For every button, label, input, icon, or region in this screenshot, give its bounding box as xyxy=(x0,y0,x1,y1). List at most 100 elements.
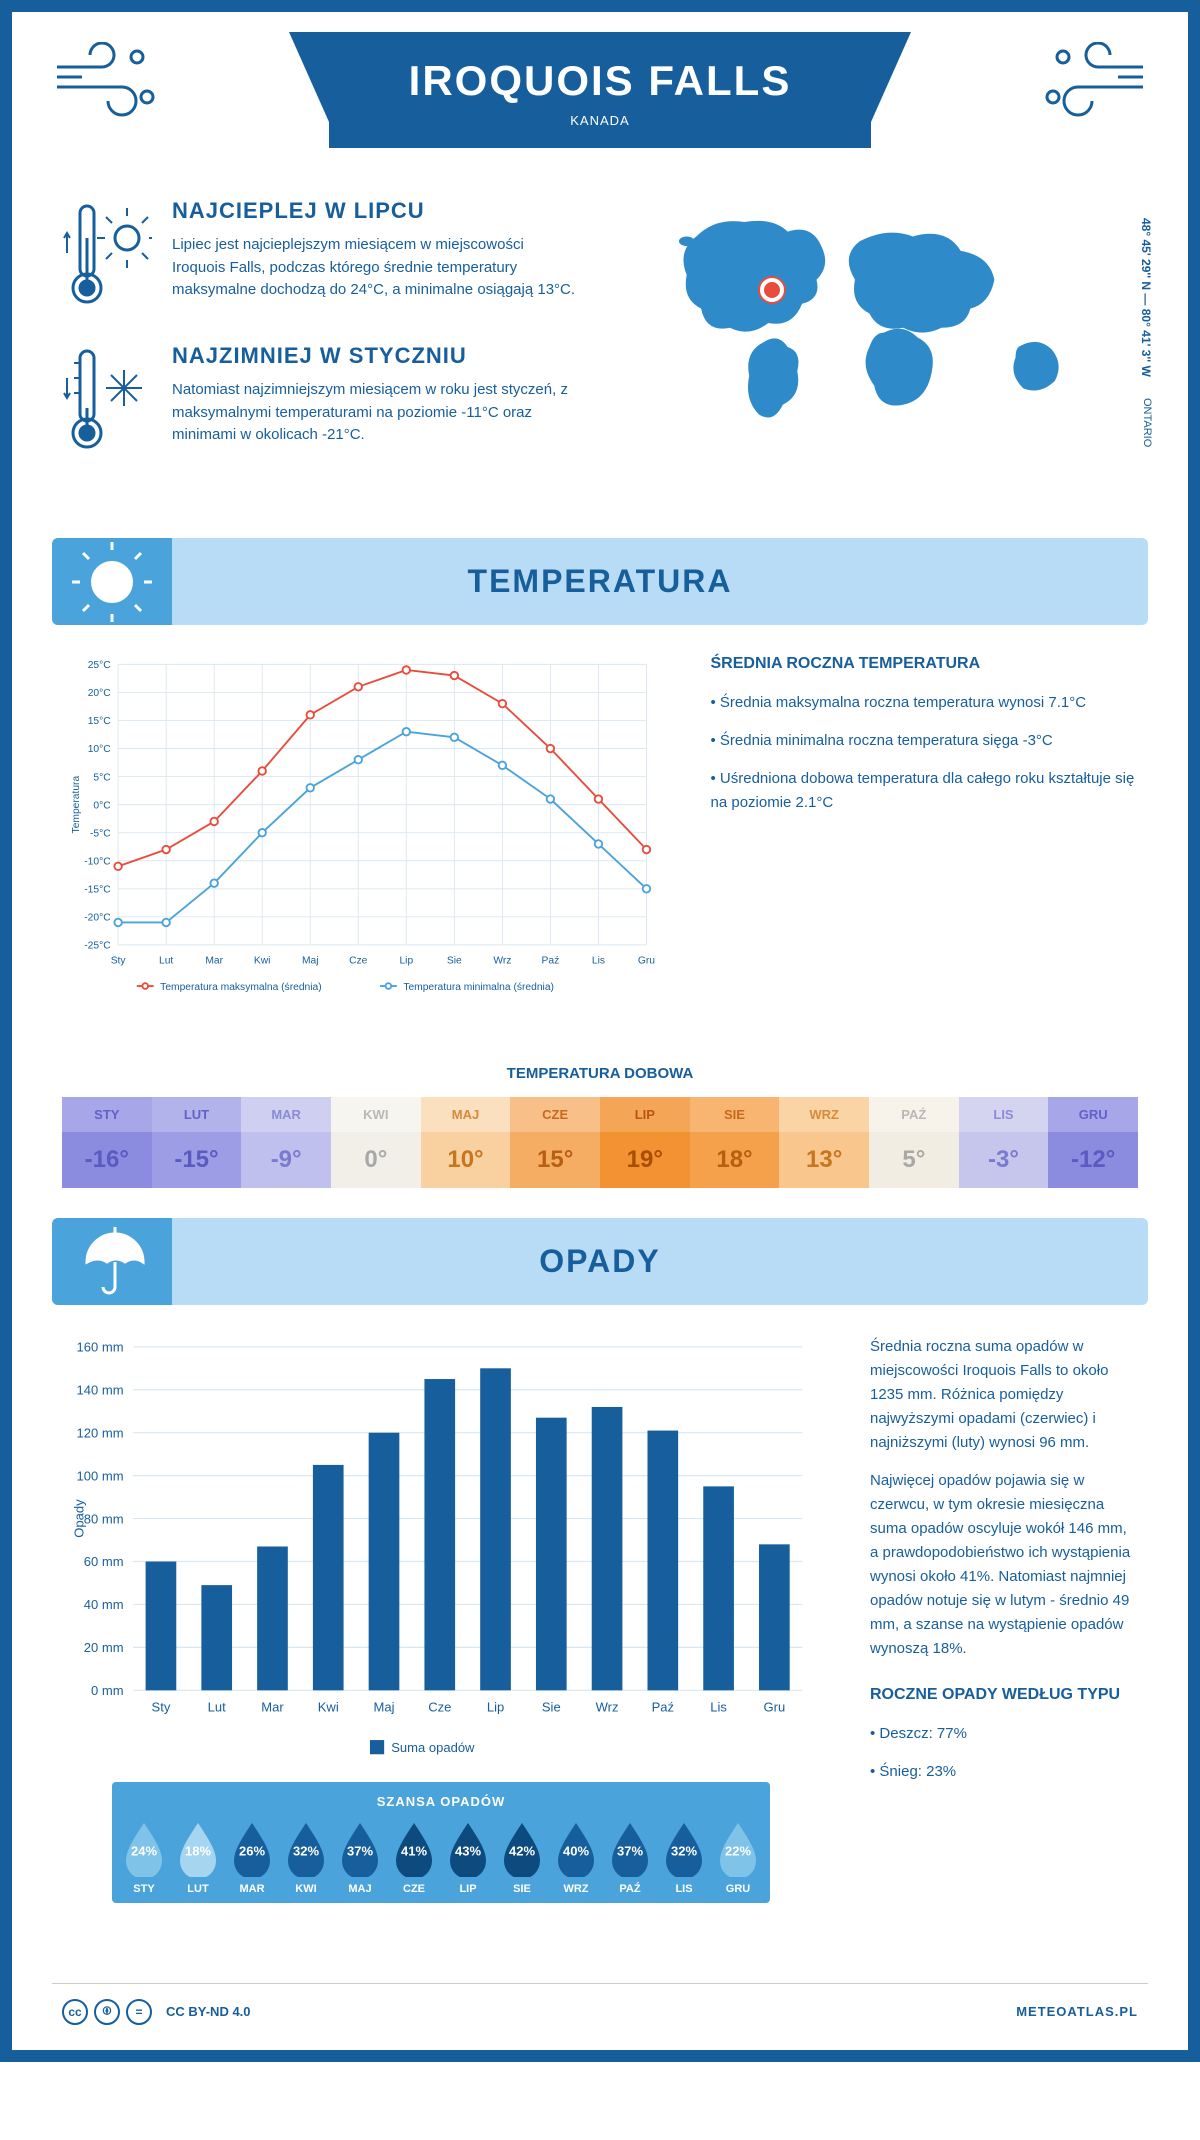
daily-temp-month: LIP xyxy=(600,1097,690,1132)
site-name: METEOATLAS.PL xyxy=(1016,2004,1138,2019)
coldest-block: NAJZIMNIEJ W STYCZNIU Natomiast najzimni… xyxy=(62,343,580,458)
chance-title: SZANSA OPADÓW xyxy=(120,1794,762,1809)
svg-text:Lis: Lis xyxy=(710,1700,727,1715)
daily-temp-value: 10° xyxy=(421,1132,511,1188)
section-head-temperature: TEMPERATURA xyxy=(52,538,1148,625)
by-icon: 🅯 xyxy=(94,1999,120,2025)
svg-text:Lip: Lip xyxy=(399,956,413,967)
svg-text:Temperatura: Temperatura xyxy=(71,776,82,834)
svg-text:10°C: 10°C xyxy=(88,744,112,755)
world-map xyxy=(620,198,1138,448)
chance-drop: 18% LUT xyxy=(174,1819,222,1895)
svg-text:Gru: Gru xyxy=(764,1700,786,1715)
svg-text:Lip: Lip xyxy=(487,1700,504,1715)
svg-text:25°C: 25°C xyxy=(88,660,112,671)
precip-chance-panel: SZANSA OPADÓW 24% STY 18% LUT 26% MAR 32… xyxy=(112,1782,770,1903)
chance-drop: 37% PAŹ xyxy=(606,1819,654,1895)
svg-text:Sty: Sty xyxy=(111,956,127,967)
daily-temp-month: CZE xyxy=(510,1097,600,1132)
daily-temp-value: -3° xyxy=(959,1132,1049,1188)
svg-text:Wrz: Wrz xyxy=(596,1700,619,1715)
daily-temp-month: LUT xyxy=(152,1097,242,1132)
precipitation-bar-chart: 0 mm20 mm40 mm60 mm80 mm100 mm120 mm140 … xyxy=(62,1335,820,1761)
precip-paragraph: Najwięcej opadów pojawia się w czerwcu, … xyxy=(870,1469,1138,1661)
svg-text:5°C: 5°C xyxy=(93,772,111,783)
umbrella-icon xyxy=(52,1218,172,1305)
daily-temp-month: SIE xyxy=(690,1097,780,1132)
section-head-precip: OPADY xyxy=(52,1218,1148,1305)
chance-drop: 41% CZE xyxy=(390,1819,438,1895)
daily-temp-table: STYLUTMARKWIMAJCZELIPSIEWRZPAŹLISGRU-16°… xyxy=(62,1097,1138,1188)
svg-text:Maj: Maj xyxy=(374,1700,395,1715)
precip-content: 0 mm20 mm40 mm60 mm80 mm100 mm120 mm140 … xyxy=(12,1335,1188,1952)
svg-text:Lis: Lis xyxy=(592,956,605,967)
svg-text:Paź: Paź xyxy=(652,1700,674,1715)
svg-text:-10°C: -10°C xyxy=(84,856,111,867)
temp-bullet: • Uśredniona dobowa temperatura dla całe… xyxy=(711,767,1139,815)
chance-drop: 26% MAR xyxy=(228,1819,276,1895)
precip-rain: • Deszcz: 77% xyxy=(870,1722,1138,1746)
precip-paragraph: Średnia roczna suma opadów w miejscowośc… xyxy=(870,1335,1138,1455)
svg-text:Kwi: Kwi xyxy=(254,956,271,967)
svg-text:0°C: 0°C xyxy=(93,800,111,811)
warmest-block: NAJCIEPLEJ W LIPCU Lipiec jest najcieple… xyxy=(62,198,580,313)
daily-temp-month: STY xyxy=(62,1097,152,1132)
precip-types-title: ROCZNE OPADY WEDŁUG TYPU xyxy=(870,1686,1138,1704)
svg-text:140 mm: 140 mm xyxy=(77,1383,124,1398)
daily-temp-month: WRZ xyxy=(779,1097,869,1132)
daily-temp-value: 19° xyxy=(600,1132,690,1188)
header: IROQUOIS FALLS KANADA xyxy=(12,12,1188,178)
coldest-title: NAJZIMNIEJ W STYCZNIU xyxy=(172,343,580,369)
temp-content: -25°C-20°C-15°C-10°C-5°C0°C5°C10°C15°C20… xyxy=(12,655,1188,1045)
temp-text-title: ŚREDNIA ROCZNA TEMPERATURA xyxy=(711,655,1139,673)
svg-text:Mar: Mar xyxy=(261,1700,284,1715)
chance-drop: 40% WRZ xyxy=(552,1819,600,1895)
page: IROQUOIS FALLS KANADA NAJCIEPLEJ W LIPCU… xyxy=(0,0,1200,2062)
svg-text:60 mm: 60 mm xyxy=(84,1555,124,1570)
svg-text:Maj: Maj xyxy=(302,956,319,967)
chance-drop: 32% LIS xyxy=(660,1819,708,1895)
cc-icon: cc xyxy=(62,1999,88,2025)
daily-temp-value: 0° xyxy=(331,1132,421,1188)
svg-text:Sty: Sty xyxy=(152,1700,171,1715)
daily-temp-value: -9° xyxy=(241,1132,331,1188)
svg-text:Lut: Lut xyxy=(208,1700,226,1715)
svg-text:Lut: Lut xyxy=(159,956,173,967)
svg-text:Cze: Cze xyxy=(349,956,368,967)
country-subtitle: KANADA xyxy=(409,113,792,128)
daily-temp-month: KWI xyxy=(331,1097,421,1132)
svg-text:Mar: Mar xyxy=(205,956,223,967)
svg-text:100 mm: 100 mm xyxy=(77,1469,124,1484)
daily-temp-month: PAŹ xyxy=(869,1097,959,1132)
daily-temp-value: 15° xyxy=(510,1132,600,1188)
thermometer-cold-icon xyxy=(62,343,152,458)
svg-text:-15°C: -15°C xyxy=(84,885,111,896)
svg-text:80 mm: 80 mm xyxy=(84,1512,124,1527)
svg-text:0 mm: 0 mm xyxy=(91,1683,124,1698)
intro-section: NAJCIEPLEJ W LIPCU Lipiec jest najcieple… xyxy=(12,178,1188,518)
temp-bullet: • Średnia maksymalna roczna temperatura … xyxy=(711,691,1139,715)
temperature-line-chart: -25°C-20°C-15°C-10°C-5°C0°C5°C10°C15°C20… xyxy=(62,655,661,1010)
daily-temp-value: -12° xyxy=(1048,1132,1138,1188)
daily-temp-value: 13° xyxy=(779,1132,869,1188)
sun-icon xyxy=(52,538,172,625)
svg-text:Wrz: Wrz xyxy=(493,956,511,967)
region-label: ONTARIO xyxy=(1141,398,1153,447)
svg-text:120 mm: 120 mm xyxy=(77,1426,124,1441)
footer: cc 🅯 = CC BY-ND 4.0 METEOATLAS.PL xyxy=(52,1983,1148,2030)
wind-icon xyxy=(52,42,162,127)
daily-temp-month: GRU xyxy=(1048,1097,1138,1132)
svg-text:Paź: Paź xyxy=(542,956,560,967)
city-title: IROQUOIS FALLS xyxy=(409,57,792,105)
temp-bullet: • Średnia minimalna roczna temperatura s… xyxy=(711,729,1139,753)
svg-text:-20°C: -20°C xyxy=(84,913,111,924)
section-title: TEMPERATURA xyxy=(92,563,1108,600)
coordinates-label: 48° 45' 29'' N — 80° 41' 3'' W xyxy=(1139,218,1153,377)
daily-temp-value: -16° xyxy=(62,1132,152,1188)
svg-text:Suma opadów: Suma opadów xyxy=(391,1740,475,1755)
svg-text:Sie: Sie xyxy=(542,1700,561,1715)
svg-text:Opady: Opady xyxy=(71,1499,86,1538)
title-banner: IROQUOIS FALLS KANADA xyxy=(329,32,872,148)
license-block: cc 🅯 = CC BY-ND 4.0 xyxy=(62,1999,251,2025)
daily-temp-month: MAR xyxy=(241,1097,331,1132)
